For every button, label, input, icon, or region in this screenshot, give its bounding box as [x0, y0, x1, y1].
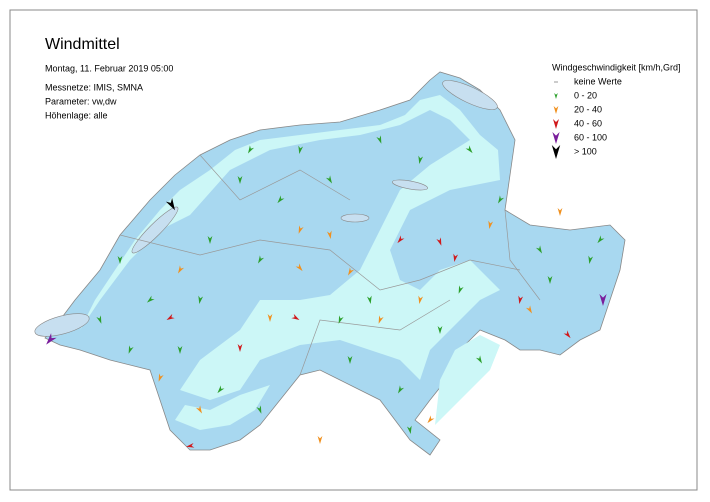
wind-arrow	[325, 175, 332, 184]
wind-arrow	[186, 442, 195, 448]
region-inner-south	[175, 385, 270, 430]
wind-arrow	[326, 230, 332, 239]
wind-arrow	[427, 415, 435, 424]
wind-arrow	[599, 294, 607, 306]
lake	[34, 313, 90, 337]
wind-arrow	[207, 236, 213, 244]
wind-arrow	[237, 344, 243, 352]
wind-arrow	[158, 373, 164, 382]
wind-arrow	[258, 255, 265, 264]
wind-arrow	[465, 145, 473, 154]
wind-arrows	[46, 135, 607, 448]
wind-arrow	[488, 220, 494, 229]
wind-arrow	[166, 313, 175, 320]
wind-arrow	[552, 132, 560, 144]
date: Montag, 11. Februar 2019 05:00	[45, 63, 173, 73]
wind-arrow	[96, 315, 102, 324]
wind-arrow	[588, 255, 594, 264]
wind-arrow	[248, 145, 255, 154]
region-inner	[80, 95, 500, 400]
wind-arrow	[418, 155, 424, 164]
legend-title: Windgeschwindigkeit [km/h,Grd]	[552, 62, 681, 72]
legend-label: 40 - 60	[574, 118, 602, 128]
wind-arrow	[436, 237, 442, 246]
canton-border	[119, 154, 541, 376]
wind-arrow	[547, 276, 553, 284]
wind-arrow	[256, 405, 262, 414]
wind-arrow	[195, 405, 202, 414]
wind-arrow	[498, 195, 505, 204]
wind-arrow	[475, 355, 482, 364]
wind-arrow	[557, 208, 563, 216]
region-inner-east	[435, 335, 500, 425]
wind-arrow	[563, 330, 571, 339]
wind-arrow	[177, 346, 183, 354]
wind-arrow	[554, 93, 558, 99]
wind-arrow	[237, 176, 243, 184]
wind-arrow	[291, 313, 300, 320]
wind-arrow	[366, 295, 372, 304]
wind-arrow	[597, 235, 605, 244]
wind-arrow	[128, 345, 134, 354]
legend-label: > 100	[574, 146, 597, 156]
wind-arrow	[298, 145, 304, 154]
legend-label: 0 - 20	[574, 90, 597, 100]
lake	[340, 213, 370, 223]
legend: keine Werte 0 - 20 20 - 40 40 - 60 60 - 100 >…	[551, 76, 622, 159]
wind-arrow	[295, 263, 303, 272]
networks: Messnetze: IMIS, SMNA	[45, 82, 143, 92]
wind-arrow	[406, 425, 412, 434]
wind-arrow	[553, 119, 559, 129]
wind-arrow	[397, 235, 405, 244]
wind-arrow	[338, 315, 344, 324]
lake	[442, 80, 498, 110]
wind-arrow	[378, 315, 384, 324]
wind-arrow	[347, 356, 353, 364]
wind-arrow	[146, 295, 155, 303]
wind-arrow	[217, 385, 225, 394]
altitude: Höhenlage: alle	[45, 110, 108, 120]
wind-arrow	[553, 106, 559, 114]
wind-arrow	[117, 256, 123, 264]
wind-arrow	[298, 225, 304, 234]
legend-label: 60 - 100	[574, 132, 607, 142]
wind-arrow	[348, 267, 355, 276]
lake	[131, 206, 179, 254]
title: Windmittel	[45, 36, 120, 53]
wind-arrow	[418, 295, 424, 304]
wind-arrow	[535, 245, 542, 254]
lake	[391, 179, 429, 191]
wind-arrow	[165, 198, 175, 211]
legend-label: 20 - 40	[574, 104, 602, 114]
wind-arrow	[198, 295, 204, 304]
wind-arrow	[46, 333, 57, 345]
parameter: Parameter: vw,dw	[45, 96, 117, 106]
switzerland-map	[34, 71, 626, 456]
wind-arrow	[277, 195, 285, 204]
wind-arrow	[398, 385, 405, 394]
wind-arrow	[525, 305, 532, 314]
legend-label: keine Werte	[574, 76, 622, 86]
wind-arrow	[267, 314, 273, 322]
wind-arrow	[453, 253, 459, 262]
wind-arrow	[437, 326, 443, 334]
wind-arrow	[458, 285, 464, 294]
wind-arrow	[178, 265, 185, 274]
wind-arrow	[518, 295, 524, 304]
wind-arrow	[376, 135, 382, 144]
wind-arrow	[551, 145, 561, 159]
wind-arrow	[317, 436, 323, 444]
